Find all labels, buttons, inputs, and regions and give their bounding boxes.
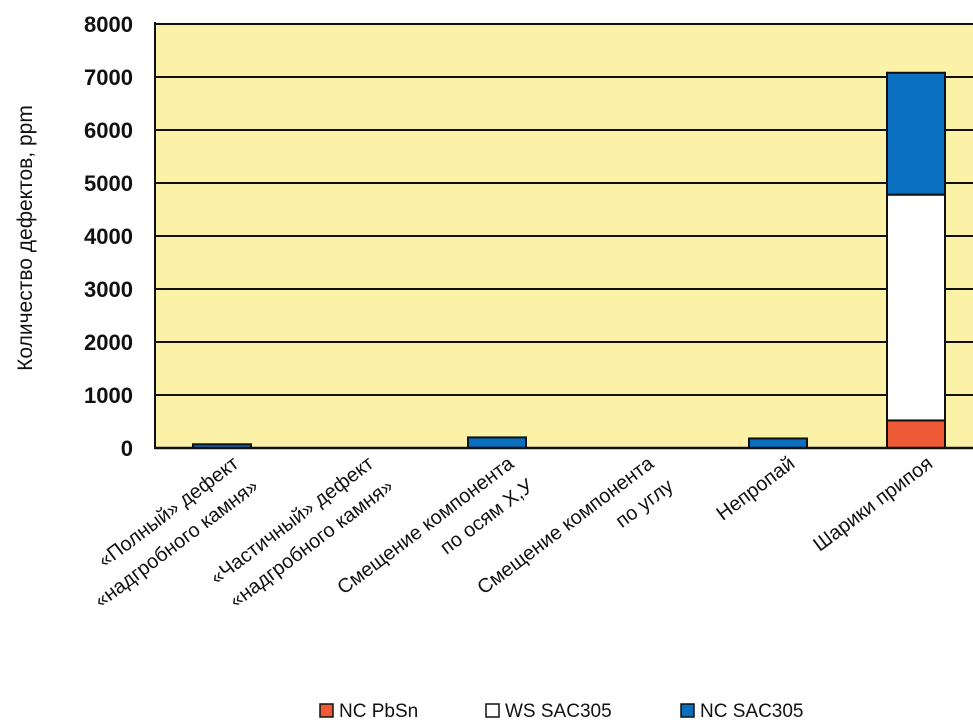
legend-label: NC SAC305	[700, 701, 804, 722]
legend-swatch	[680, 703, 695, 718]
bar-segment	[886, 193, 946, 422]
y-tick-label: 0	[121, 436, 133, 461]
x-category-label: Шарики припоя	[809, 452, 937, 556]
legend-swatch	[319, 703, 334, 718]
y-tick-label: 2000	[84, 330, 133, 355]
bar-segment	[886, 71, 946, 196]
y-tick-label: 5000	[84, 171, 133, 196]
legend-swatch	[485, 703, 500, 718]
bar-segment	[886, 419, 946, 450]
y-tick-label: 8000	[84, 12, 133, 37]
y-tick-label: 4000	[84, 224, 133, 249]
y-tick-label: 3000	[84, 277, 133, 302]
x-category-label: Непропай	[712, 452, 799, 525]
y-tick-label: 1000	[84, 383, 133, 408]
y-axis-title: Количество дефектов, ppm	[14, 105, 37, 371]
bar-segment	[748, 437, 808, 449]
legend-label: NC PbSn	[339, 701, 418, 722]
y-tick-label: 7000	[84, 65, 133, 90]
bar-segment	[467, 436, 527, 449]
y-tick-label: 6000	[84, 118, 133, 143]
legend-label: WS SAC305	[505, 701, 612, 722]
